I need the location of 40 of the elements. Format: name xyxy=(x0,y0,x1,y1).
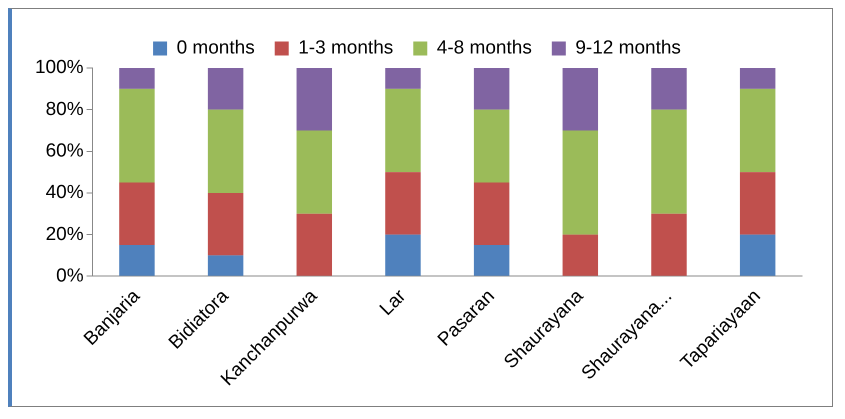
bar xyxy=(651,110,687,214)
bar xyxy=(119,68,155,89)
legend-label: 9-12 months xyxy=(575,38,681,59)
bar xyxy=(208,192,244,256)
bar xyxy=(296,68,332,130)
bar xyxy=(562,68,598,130)
legend-label: 0 months xyxy=(176,38,255,59)
bar xyxy=(651,68,687,110)
bar xyxy=(474,182,510,246)
bar xyxy=(740,88,776,172)
bar xyxy=(740,172,776,235)
bar xyxy=(208,68,244,110)
bar xyxy=(474,245,510,276)
bar xyxy=(296,130,332,214)
bar xyxy=(119,245,155,276)
y-tick-label: 80% xyxy=(46,98,84,120)
bar xyxy=(651,214,687,276)
legend-label: 1-3 months xyxy=(298,38,394,59)
y-tick-label: 40% xyxy=(46,182,84,204)
bar xyxy=(385,68,421,89)
bar xyxy=(740,234,776,276)
bar xyxy=(119,88,155,183)
bar xyxy=(562,130,598,235)
y-tick-label: 100% xyxy=(34,57,84,78)
bar xyxy=(562,234,598,276)
bar xyxy=(119,182,155,246)
bar xyxy=(208,255,244,276)
y-tick-label: 20% xyxy=(46,224,84,245)
y-tick-label: 0% xyxy=(56,265,84,286)
bar xyxy=(208,110,244,193)
x-tick-label: Lar xyxy=(376,285,411,320)
legend-label: 4-8 months xyxy=(436,38,532,59)
bar xyxy=(474,110,510,183)
bar xyxy=(296,214,332,276)
bar xyxy=(385,234,421,276)
bar xyxy=(474,68,510,110)
bar xyxy=(740,68,776,89)
y-tick-label: 60% xyxy=(46,140,84,162)
bar xyxy=(385,172,421,235)
bar xyxy=(385,88,421,172)
